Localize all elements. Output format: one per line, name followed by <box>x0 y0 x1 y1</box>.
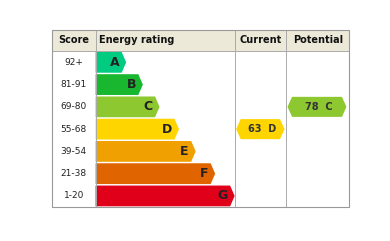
Text: Score: Score <box>58 35 89 45</box>
Text: 1-20: 1-20 <box>64 191 84 201</box>
Polygon shape <box>287 97 346 117</box>
Text: A: A <box>110 56 119 69</box>
Polygon shape <box>96 186 235 206</box>
Polygon shape <box>96 52 126 73</box>
Text: 39-54: 39-54 <box>60 147 87 156</box>
Polygon shape <box>96 163 215 184</box>
Text: 69-80: 69-80 <box>60 102 87 111</box>
Text: Potential: Potential <box>292 35 343 45</box>
Text: 55-68: 55-68 <box>60 125 87 134</box>
Polygon shape <box>96 119 179 140</box>
Text: F: F <box>200 167 208 180</box>
Text: G: G <box>218 189 228 202</box>
Text: 92+: 92+ <box>64 58 83 67</box>
Text: C: C <box>144 100 152 113</box>
Polygon shape <box>96 96 160 117</box>
Text: Current: Current <box>239 35 282 45</box>
Text: D: D <box>162 123 172 136</box>
FancyBboxPatch shape <box>52 30 349 51</box>
Polygon shape <box>236 119 285 139</box>
Text: 78  C: 78 C <box>305 102 333 112</box>
Text: 21-38: 21-38 <box>60 169 87 178</box>
Text: 63  D: 63 D <box>248 124 277 134</box>
Text: 81-91: 81-91 <box>60 80 87 89</box>
Text: Energy rating: Energy rating <box>99 35 174 45</box>
Polygon shape <box>96 74 143 95</box>
Text: E: E <box>180 145 189 158</box>
Polygon shape <box>96 141 196 162</box>
Text: B: B <box>126 78 136 91</box>
